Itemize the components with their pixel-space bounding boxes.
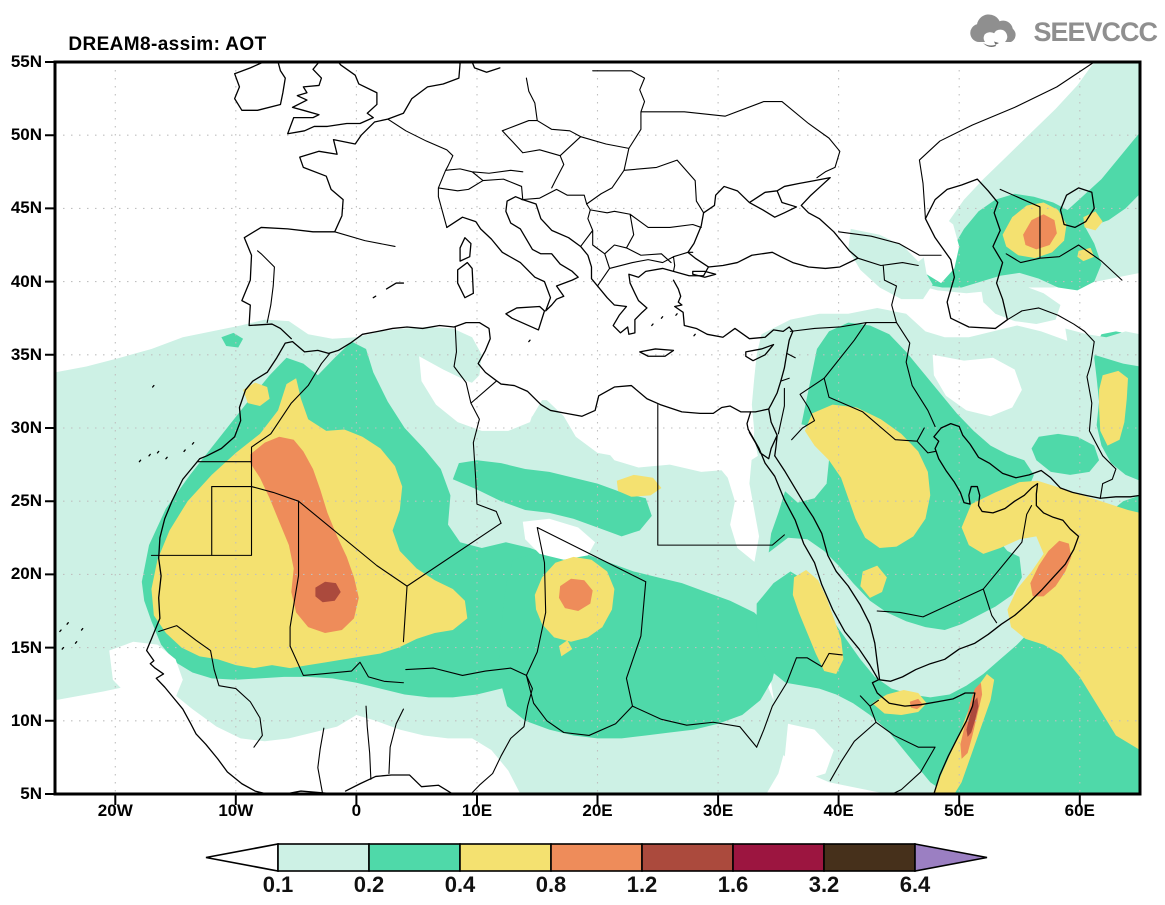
cloud-icon	[970, 14, 1017, 47]
colorbar-legend: 0.1 0.2 0.4 0.8 1.2 1.6 3.2 6.4	[205, 843, 989, 899]
lon-tick-label: 10W	[218, 801, 254, 820]
lat-tick-label: 30N	[10, 418, 42, 437]
colorbar	[205, 843, 988, 872]
colorbar-level-label: 1.2	[626, 872, 658, 897]
logo-text: SEEVCCC	[1033, 16, 1158, 47]
page-title: DREAM8-assim: AOT	[68, 34, 267, 55]
colorbar-level-label: 6.4	[899, 872, 931, 897]
lon-tick-label: 40E	[823, 801, 854, 820]
lat-tick-marks	[45, 61, 55, 795]
lon-tick-marks	[114, 794, 1081, 805]
colorbar-segment	[459, 843, 552, 872]
colorbar-level-label: 0.8	[535, 872, 567, 897]
lat-tick-label: 45N	[10, 198, 42, 218]
lat-tick-label: 15N	[10, 637, 42, 657]
contour-fill-aot-1p2	[315, 581, 979, 737]
colorbar-level-label: 1.6	[717, 872, 749, 897]
colorbar-segment	[277, 843, 370, 872]
seevccc-logo: SEEVCCC	[965, 12, 1158, 52]
lon-tick-label: 60E	[1064, 801, 1095, 820]
lon-tick-label: 50E	[944, 801, 975, 820]
colorbar-level-label: 3.2	[808, 872, 840, 897]
lat-tick-label: 35N	[10, 344, 42, 364]
colorbar-segment	[823, 843, 916, 872]
lat-tick-label: 20N	[10, 564, 42, 584]
colorbar-segment	[368, 843, 461, 872]
lat-tick-label: 5N	[20, 784, 42, 803]
lon-tick-label: 20W	[97, 801, 133, 820]
lon-tick-label: 20E	[582, 801, 613, 820]
colorbar-left-arrow	[205, 843, 279, 872]
lat-tick-label: 10N	[10, 710, 42, 730]
colorbar-level-label: 0.1	[262, 872, 294, 897]
colorbar-level-label: 0.4	[444, 872, 476, 897]
coastlines	[60, 62, 1140, 794]
lat-tick-label: 25N	[10, 491, 42, 511]
lat-tick-label: 40N	[10, 271, 42, 291]
lon-tick-label: 0	[351, 801, 362, 820]
lat-tick-label: 50N	[10, 125, 42, 145]
colorbar-segment	[641, 843, 734, 872]
colorbar-level-label: 0.2	[353, 872, 385, 897]
lat-tick-label: 55N	[10, 52, 42, 71]
colorbar-segment	[732, 843, 825, 872]
colorbar-segment	[550, 843, 643, 872]
lon-tick-label: 30E	[702, 801, 734, 820]
lon-tick-label: 10E	[461, 801, 493, 820]
country-borders	[151, 62, 1122, 795]
colorbar-right-arrow	[914, 843, 988, 872]
